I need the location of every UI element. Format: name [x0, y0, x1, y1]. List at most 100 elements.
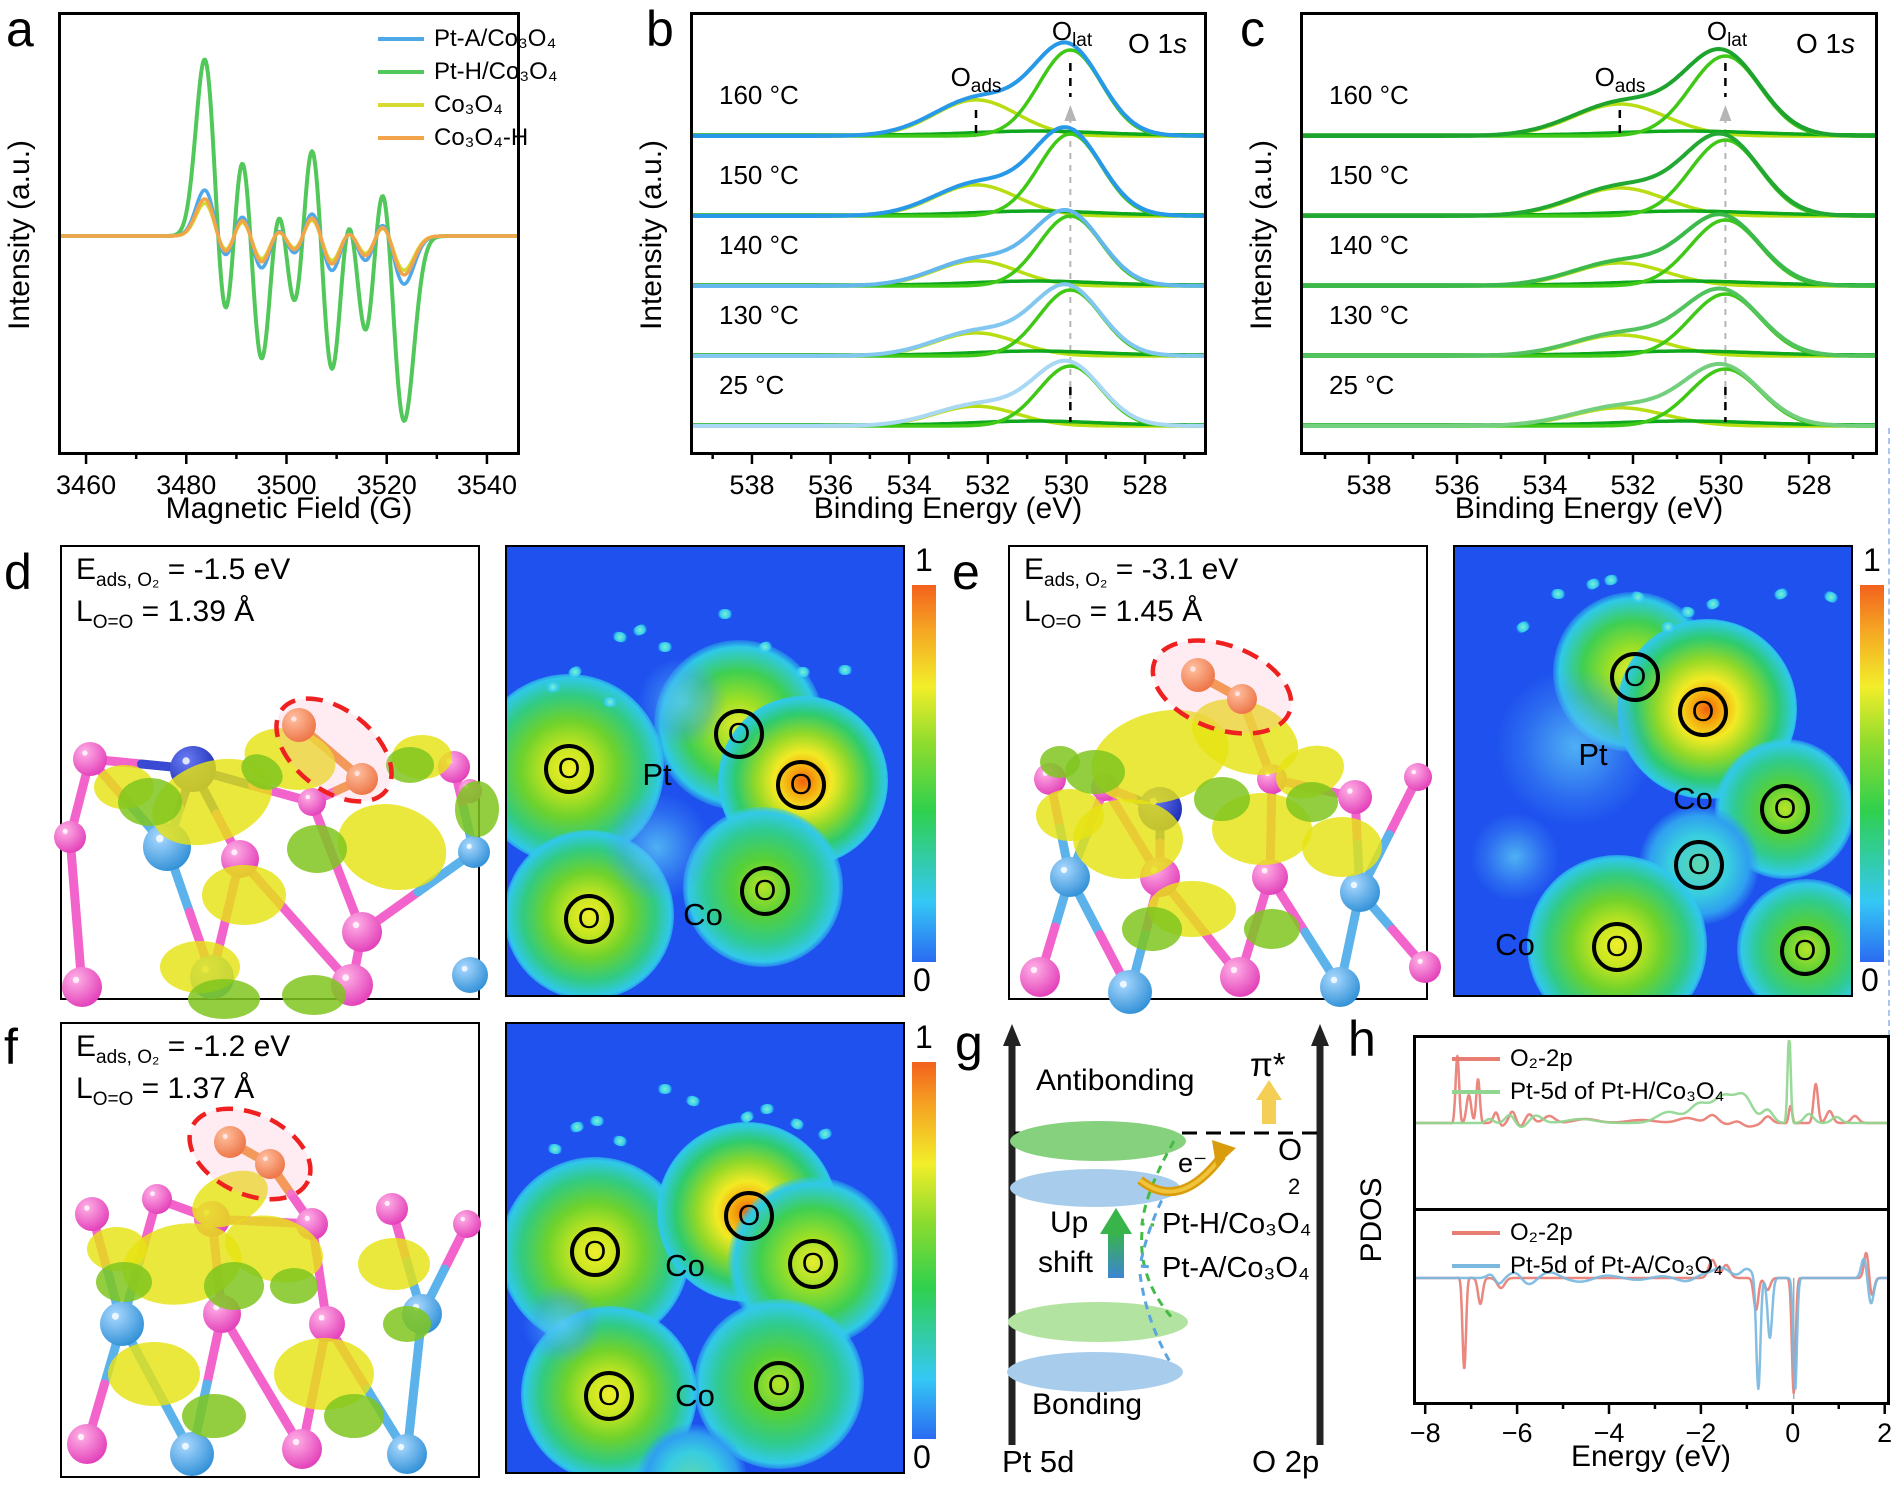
xps-b-curves: 538 536 534 532 530 528 160 °C 150 °C 140 °C 130 … [693, 40, 1204, 500]
temperature-label: 150 °C [719, 160, 799, 190]
oxygen-site-ring: O [714, 709, 764, 759]
epr-legend: Pt-A/Co₃O₄ Pt-H/Co₃O₄ Co₃O₄ Co₃O₄-H [378, 22, 558, 154]
atom-p [453, 1210, 481, 1238]
charge-speck [546, 1142, 564, 1156]
charge-isosurface-yellow [87, 1227, 147, 1271]
dft-structure-d-render [54, 696, 499, 1019]
antibonding-band-pta [1010, 1169, 1180, 1207]
panel-letter-a: a [6, 1, 34, 57]
pta-level-label: Pt-A/Co₃O₄ [1162, 1252, 1310, 1284]
legend-swatch [378, 69, 424, 74]
legend-label: Pt-A/Co₃O₄ [434, 24, 557, 52]
oxygen-site-ring: O [740, 866, 790, 916]
bonding-label: Bonding [1032, 1388, 1143, 1421]
epr-curve-Co₃O₄-H [60, 197, 518, 277]
eads-value-f: Eads, O₂ = -1.2 eV [76, 1030, 291, 1068]
charge-isosurface-yellow [337, 804, 447, 890]
charge-speck [1549, 588, 1567, 600]
charge-isosurface-green [118, 778, 182, 826]
charge-speck [683, 1093, 703, 1109]
charge-speck [588, 1115, 606, 1127]
charge-speck [837, 665, 853, 675]
charge-isosurface-green [1194, 777, 1250, 821]
panel-letter-h: h [1348, 1011, 1376, 1067]
atom-label-Co: Co [675, 1378, 715, 1413]
xps-c-plot: 538 536 534 532 530 528 160 °C 150 °C 140 °C 130 … [1300, 12, 1878, 500]
temperature-label: 160 °C [719, 80, 799, 110]
atom-highlight [461, 965, 468, 972]
legend-swatch [1452, 1056, 1500, 1061]
atom-b [1050, 857, 1090, 897]
charge-speck [610, 630, 630, 644]
envelope [1303, 46, 1875, 138]
adsorbed-oxygen-atom [255, 1149, 285, 1179]
bonding-band-pta [1007, 1352, 1183, 1392]
charge-isosurface-yellow [108, 1342, 200, 1406]
xps-c-oads-label: Oads [1594, 62, 1646, 98]
tick-label: 528 [1123, 470, 1168, 500]
charge-isosurface-green [324, 1394, 384, 1438]
bonding-band-pth [1008, 1302, 1188, 1342]
charge-speck [610, 1134, 630, 1148]
atom-b [170, 1432, 214, 1476]
tick-label: 532 [1610, 470, 1655, 500]
legend-swatch [378, 135, 424, 140]
atom-p [54, 821, 86, 853]
panel-letter-c: c [1240, 1, 1265, 57]
tick-label: 2 [1877, 1418, 1892, 1448]
atom-label-Pt: Pt [642, 757, 672, 792]
charge-isosurface-green [182, 1394, 246, 1438]
atom-highlight [397, 1443, 405, 1451]
epr-curves: 3460 3480 3500 3520 3540 [56, 57, 518, 500]
oxygen-site-ring: O [1780, 926, 1830, 976]
panel-letter-g: g [955, 1015, 983, 1071]
temperature-label: 25 °C [1329, 370, 1394, 400]
tick-label: −2 [1685, 1418, 1716, 1448]
bond-length-d: LO=O = 1.39 Å [76, 595, 255, 633]
tick-label: 538 [729, 470, 774, 500]
electron-label: e⁻ [1178, 1148, 1208, 1178]
charge-speck [657, 1084, 673, 1094]
temperature-label: 130 °C [719, 300, 799, 330]
oxygen-site-ring: O [724, 1191, 774, 1241]
atom-p [376, 1193, 408, 1225]
xps-b-olat-label: Olat [1051, 16, 1093, 52]
legend-label: Pt-5d of Pt-H/Co₃O₄ [1510, 1077, 1725, 1105]
atom-b [1320, 967, 1360, 1007]
atom-p [75, 1197, 109, 1231]
legend-item: Pt-5d of Pt-A/Co₃O₄ [1452, 1249, 1723, 1282]
oxygen-site-ring: O [1674, 840, 1724, 890]
up-shift-arrow [1108, 1232, 1124, 1278]
charge-isosurface-green [383, 1306, 431, 1342]
charge-speck [1703, 596, 1723, 612]
envelope [693, 208, 1204, 288]
atom-highlight [155, 834, 164, 843]
pdos-bottom-curves: −8 −6 −4 −2 0 2 [1410, 1251, 1892, 1448]
xps-c-curves: 538 536 534 532 530 528 160 °C 150 °C 140 °C 130 … [1303, 46, 1875, 500]
legend-label: O₂-2p [1510, 1218, 1573, 1246]
charge-isosurface-green [188, 979, 260, 1019]
eads-value-e: Eads, O₂ = -3.1 eV [1024, 553, 1239, 591]
tick-label: 534 [887, 470, 932, 500]
pi-star-arrow [1262, 1098, 1276, 1124]
o2p-axis-arrowhead [1311, 1024, 1329, 1046]
dft-structure-f: Eads, O₂ = -1.2 eV LO=O = 1.37 Å [60, 1022, 481, 1478]
atom-highlight [62, 828, 68, 834]
atom-highlight [1347, 788, 1353, 794]
electron-transfer-arrowhead [1212, 1140, 1236, 1166]
electron-transfer-arrow-sheen [1138, 1154, 1224, 1194]
legend-item: O₂-2p [1452, 1216, 1723, 1249]
oxygen-site-ring: O [570, 1227, 620, 1277]
atom-highlight [354, 770, 360, 776]
pth-level-connector-2 [1140, 1231, 1176, 1322]
atom-highlight [182, 757, 190, 765]
colorbar-f [912, 1062, 936, 1439]
envelope [1303, 212, 1875, 288]
charge-map-e: O O O O O O Pt Co Co [1453, 545, 1853, 997]
tick-label: 536 [808, 470, 853, 500]
charge-blob [1470, 812, 1560, 902]
colorbar-e-max: 1 [1863, 542, 1881, 578]
atom-label-Co: Co [683, 897, 723, 932]
adsorbed-oxygen-atom [1227, 684, 1257, 714]
